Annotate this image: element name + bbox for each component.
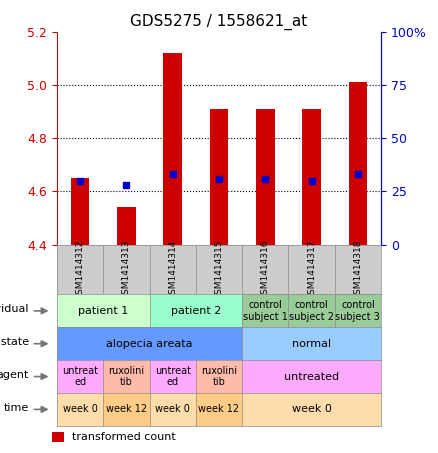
- Text: patient 1: patient 1: [78, 306, 128, 316]
- Text: untreated: untreated: [284, 371, 339, 381]
- Text: week 12: week 12: [198, 405, 240, 414]
- Bar: [349, 82, 367, 245]
- Text: week 0: week 0: [292, 405, 332, 414]
- Bar: [302, 109, 321, 245]
- Text: time: time: [4, 403, 29, 413]
- Text: week 0: week 0: [63, 405, 98, 414]
- Text: patient 2: patient 2: [171, 306, 221, 316]
- Text: alopecia areata: alopecia areata: [106, 339, 193, 349]
- Text: week 12: week 12: [106, 405, 147, 414]
- Text: individual: individual: [0, 304, 29, 314]
- Text: GSM1414313: GSM1414313: [122, 239, 131, 300]
- Text: normal: normal: [292, 339, 331, 349]
- Bar: [163, 53, 182, 245]
- Text: GSM1414317: GSM1414317: [307, 239, 316, 300]
- Text: GSM1414315: GSM1414315: [215, 239, 223, 300]
- Title: GDS5275 / 1558621_at: GDS5275 / 1558621_at: [131, 14, 307, 30]
- Text: control
subject 1: control subject 1: [243, 300, 288, 322]
- Text: ruxolini
tib: ruxolini tib: [201, 366, 237, 387]
- Text: week 0: week 0: [155, 405, 190, 414]
- Text: ruxolini
tib: ruxolini tib: [108, 366, 145, 387]
- Text: control
subject 2: control subject 2: [289, 300, 334, 322]
- Text: GSM1414314: GSM1414314: [168, 239, 177, 300]
- Text: GSM1414316: GSM1414316: [261, 239, 270, 300]
- Bar: [256, 109, 275, 245]
- Text: untreat
ed: untreat ed: [155, 366, 191, 387]
- Text: control
subject 3: control subject 3: [336, 300, 380, 322]
- Text: GSM1414318: GSM1414318: [353, 239, 362, 300]
- Text: agent: agent: [0, 370, 29, 380]
- Bar: [117, 207, 136, 245]
- Bar: [210, 109, 228, 245]
- Text: disease state: disease state: [0, 337, 29, 347]
- Text: untreat
ed: untreat ed: [62, 366, 98, 387]
- Bar: [71, 178, 89, 245]
- Bar: [52, 432, 64, 442]
- Text: GSM1414312: GSM1414312: [76, 239, 85, 300]
- Text: transformed count: transformed count: [71, 432, 175, 442]
